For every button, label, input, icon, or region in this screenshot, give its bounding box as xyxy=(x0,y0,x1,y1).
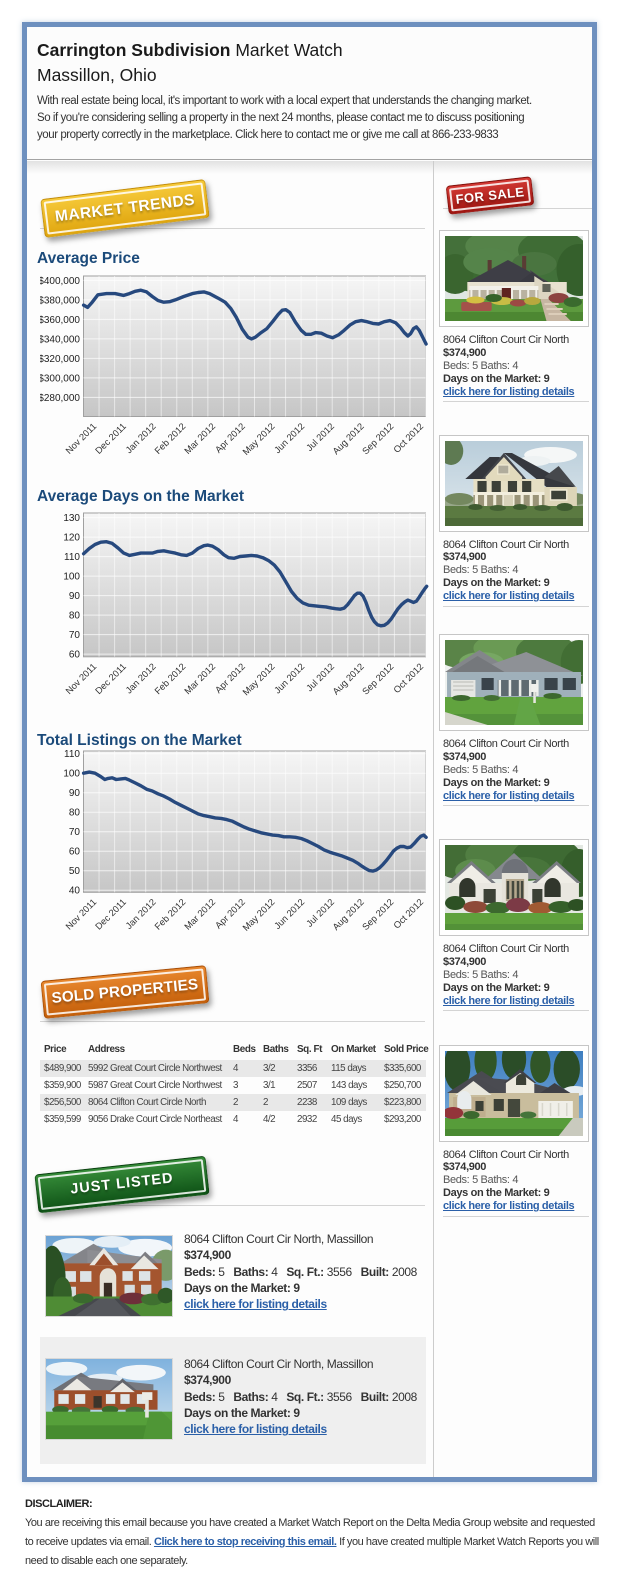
svg-text:Jun 2012: Jun 2012 xyxy=(272,421,306,455)
svg-text:120: 120 xyxy=(63,533,80,544)
svg-text:60: 60 xyxy=(69,650,81,661)
svg-text:Dec 2011: Dec 2011 xyxy=(93,661,128,696)
svg-text:40: 40 xyxy=(69,886,81,897)
svg-text:Oct 2012: Oct 2012 xyxy=(392,661,426,695)
svg-text:May 2012: May 2012 xyxy=(241,897,277,933)
svg-text:110: 110 xyxy=(64,552,80,563)
svg-text:130: 130 xyxy=(63,513,80,524)
svg-text:100: 100 xyxy=(63,572,80,583)
svg-text:$340,000: $340,000 xyxy=(40,334,80,345)
svg-text:60: 60 xyxy=(69,847,81,858)
svg-text:Mar 2012: Mar 2012 xyxy=(182,661,217,696)
svg-text:80: 80 xyxy=(69,808,81,819)
svg-text:90: 90 xyxy=(69,788,81,799)
svg-text:90: 90 xyxy=(69,591,81,602)
svg-text:Sep 2012: Sep 2012 xyxy=(360,897,395,932)
svg-text:$280,000: $280,000 xyxy=(40,393,80,404)
svg-text:80: 80 xyxy=(69,611,81,622)
svg-text:Oct 2012: Oct 2012 xyxy=(392,421,426,455)
svg-text:Aug 2012: Aug 2012 xyxy=(331,897,366,932)
svg-text:Mar 2012: Mar 2012 xyxy=(182,421,217,456)
svg-text:$380,000: $380,000 xyxy=(40,295,80,306)
svg-text:Jun 2012: Jun 2012 xyxy=(272,897,306,931)
svg-text:Jun 2012: Jun 2012 xyxy=(272,661,306,695)
svg-text:70: 70 xyxy=(69,827,81,838)
svg-text:100: 100 xyxy=(63,769,80,780)
svg-text:May 2012: May 2012 xyxy=(241,421,277,457)
svg-text:Feb 2012: Feb 2012 xyxy=(153,661,188,696)
svg-text:May 2012: May 2012 xyxy=(241,661,277,697)
svg-text:Aug 2012: Aug 2012 xyxy=(331,421,366,456)
svg-text:Aug 2012: Aug 2012 xyxy=(331,661,366,696)
svg-text:Nov 2011: Nov 2011 xyxy=(64,897,99,932)
svg-text:$360,000: $360,000 xyxy=(40,315,80,326)
svg-text:Sep 2012: Sep 2012 xyxy=(360,421,395,456)
svg-text:Dec 2011: Dec 2011 xyxy=(93,421,128,456)
svg-text:$400,000: $400,000 xyxy=(40,276,80,287)
svg-text:$300,000: $300,000 xyxy=(40,373,80,384)
svg-text:50: 50 xyxy=(69,866,81,877)
svg-text:70: 70 xyxy=(69,630,81,641)
svg-text:Feb 2012: Feb 2012 xyxy=(153,421,188,456)
svg-text:$320,000: $320,000 xyxy=(40,354,80,365)
svg-text:Dec 2011: Dec 2011 xyxy=(93,897,128,932)
svg-text:Mar 2012: Mar 2012 xyxy=(182,897,217,932)
svg-text:110: 110 xyxy=(64,749,80,760)
svg-text:Oct 2012: Oct 2012 xyxy=(392,897,426,931)
svg-text:Feb 2012: Feb 2012 xyxy=(153,897,188,932)
svg-text:Nov 2011: Nov 2011 xyxy=(64,661,99,696)
svg-text:Nov 2011: Nov 2011 xyxy=(64,421,99,456)
svg-text:Sep 2012: Sep 2012 xyxy=(360,661,395,696)
